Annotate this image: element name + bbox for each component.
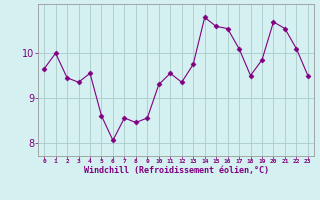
X-axis label: Windchill (Refroidissement éolien,°C): Windchill (Refroidissement éolien,°C): [84, 166, 268, 175]
